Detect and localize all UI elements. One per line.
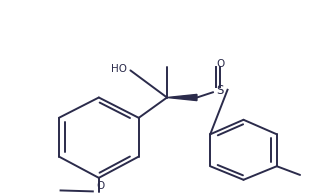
Text: O: O (96, 181, 105, 191)
Text: HO: HO (111, 64, 127, 74)
Text: S: S (216, 84, 224, 97)
Polygon shape (167, 94, 197, 101)
Text: O: O (216, 59, 224, 69)
